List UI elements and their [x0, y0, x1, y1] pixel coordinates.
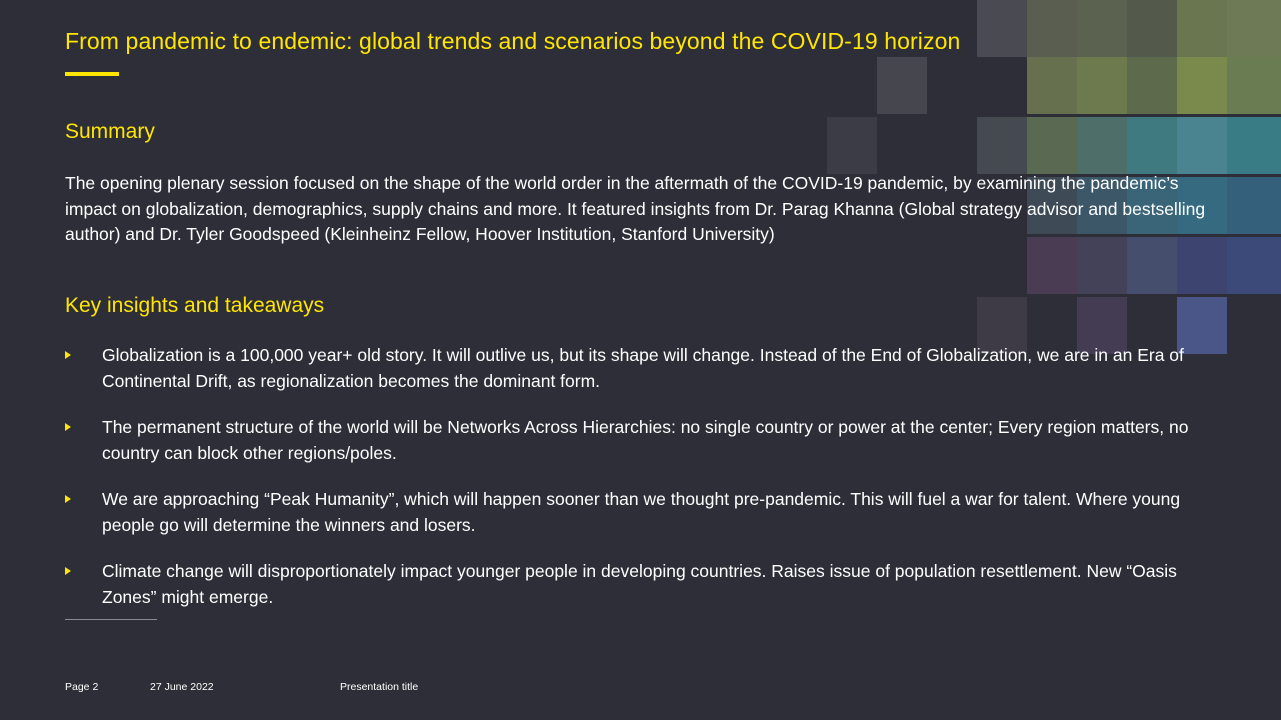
summary-paragraph: The opening plenary session focused on t… — [65, 173, 1206, 244]
footer-date: 27 June 2022 — [150, 681, 214, 693]
insights-heading: Key insights and takeaways — [65, 294, 325, 317]
insight-text: Climate change will disproportionately i… — [102, 561, 1177, 607]
insights-list: Globalization is a 100,000 year+ old sto… — [65, 343, 1235, 631]
insight-text: The permanent structure of the world wil… — [102, 417, 1189, 463]
footnote-divider — [65, 619, 157, 620]
bullet-triangle-icon — [65, 351, 71, 359]
bullet-triangle-icon — [65, 495, 71, 503]
slide-title: From pandemic to endemic: global trends … — [65, 28, 961, 54]
summary-heading: Summary — [65, 120, 155, 143]
insight-item: We are approaching “Peak Humanity”, whic… — [65, 487, 1235, 538]
insight-text: We are approaching “Peak Humanity”, whic… — [102, 489, 1181, 535]
insight-item: Globalization is a 100,000 year+ old sto… — [65, 343, 1235, 394]
title-underline — [65, 72, 119, 76]
insight-text: Globalization is a 100,000 year+ old sto… — [102, 345, 1184, 391]
insight-item: The permanent structure of the world wil… — [65, 415, 1235, 466]
insight-item: Climate change will disproportionately i… — [65, 559, 1235, 610]
footer-page-number: Page 2 — [65, 681, 99, 693]
footer-presentation-title: Presentation title — [340, 681, 419, 693]
bullet-triangle-icon — [65, 423, 71, 431]
bullet-triangle-icon — [65, 567, 71, 575]
